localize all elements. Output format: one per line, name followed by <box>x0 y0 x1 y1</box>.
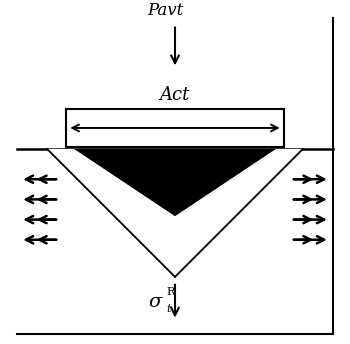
Text: σ: σ <box>148 293 161 311</box>
Polygon shape <box>47 149 303 277</box>
Text: Pavt: Pavt <box>147 2 183 20</box>
Bar <box>66 109 284 147</box>
Polygon shape <box>74 149 276 216</box>
Text: Act: Act <box>160 86 190 104</box>
Text: R: R <box>167 287 175 297</box>
Text: t: t <box>167 304 171 314</box>
